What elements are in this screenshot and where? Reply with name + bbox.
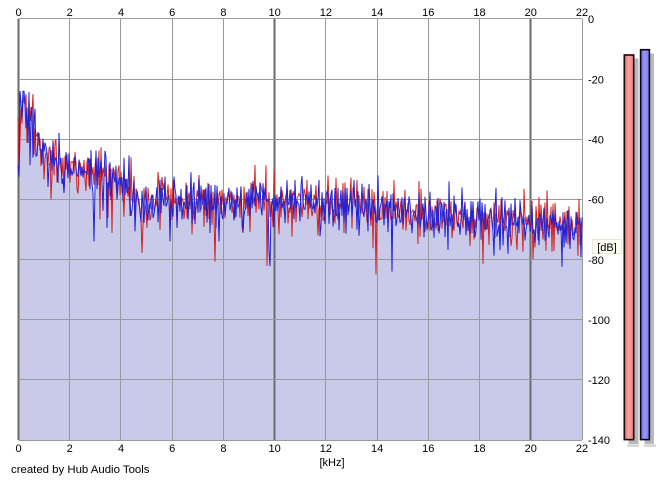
svg-text:[kHz]: [kHz] (319, 457, 344, 469)
svg-text:0: 0 (15, 443, 21, 455)
svg-text:0: 0 (15, 7, 21, 19)
svg-text:16: 16 (422, 7, 434, 19)
svg-text:22: 22 (576, 443, 588, 455)
svg-text:-100: -100 (588, 315, 610, 327)
svg-text:12: 12 (320, 7, 332, 19)
svg-text:16: 16 (422, 443, 434, 455)
svg-text:8: 8 (220, 443, 226, 455)
svg-text:18: 18 (473, 7, 485, 19)
svg-text:-80: -80 (588, 255, 604, 267)
svg-text:14: 14 (371, 7, 383, 19)
svg-text:-140: -140 (588, 435, 610, 447)
svg-text:12: 12 (320, 443, 332, 455)
svg-text:-20: -20 (588, 74, 604, 86)
svg-text:2: 2 (67, 443, 73, 455)
svg-text:22: 22 (576, 7, 588, 19)
svg-text:10: 10 (268, 443, 280, 455)
svg-text:-120: -120 (588, 375, 610, 387)
svg-text:18: 18 (473, 443, 485, 455)
svg-text:4: 4 (118, 443, 124, 455)
svg-text:0: 0 (588, 14, 594, 26)
svg-text:[dB]: [dB] (597, 242, 617, 254)
svg-text:2: 2 (67, 7, 73, 19)
svg-text:-60: -60 (588, 195, 604, 207)
svg-text:created by Hub Audio Tools: created by Hub Audio Tools (11, 464, 150, 476)
svg-text:10: 10 (268, 7, 280, 19)
svg-text:6: 6 (169, 7, 175, 19)
svg-text:20: 20 (525, 443, 537, 455)
svg-text:14: 14 (371, 443, 383, 455)
svg-text:6: 6 (169, 443, 175, 455)
svg-text:20: 20 (525, 7, 537, 19)
svg-text:8: 8 (220, 7, 226, 19)
svg-text:-40: -40 (588, 135, 604, 147)
svg-text:4: 4 (118, 7, 124, 19)
